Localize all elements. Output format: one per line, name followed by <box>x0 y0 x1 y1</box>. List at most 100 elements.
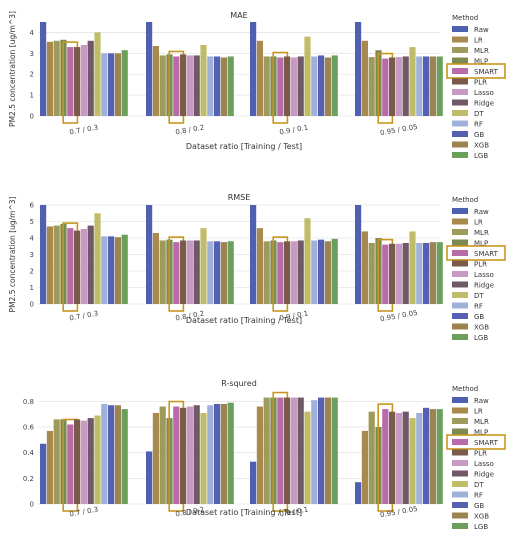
bar-plr-1 <box>74 419 81 504</box>
bar-plr-3 <box>284 397 291 504</box>
bar-xgb-1 <box>114 53 121 116</box>
x-tick-label: 0.7 / 0.3 <box>69 124 99 137</box>
x-tick-label: 0.7 / 0.3 <box>69 506 99 519</box>
bar-dt-2 <box>200 44 207 116</box>
legend-swatch-dt <box>452 110 468 116</box>
legend-swatch-xgb <box>452 512 468 519</box>
legend-swatch-lasso <box>452 460 468 466</box>
legend-label-xgb: XGB <box>474 324 489 332</box>
bar-lr-2 <box>152 233 159 304</box>
bar-mlr-3 <box>263 241 270 304</box>
legend-swatch-mlr <box>452 229 468 235</box>
bar-lgb-3 <box>331 238 338 304</box>
bar-smart-2 <box>173 406 180 504</box>
bar-lgb-4 <box>436 242 443 304</box>
legend-label-mlr: MLR <box>474 229 489 237</box>
bar-ridge-1 <box>87 40 94 116</box>
x-tick-label: 0.95 / 0.05 <box>379 123 418 137</box>
bar-ridge-4 <box>402 411 409 504</box>
legend-label-smart: SMART <box>474 439 499 447</box>
x-tick-label: 0.8 / 0.2 <box>175 124 205 137</box>
bar-gb-4 <box>423 56 430 116</box>
legend-swatch-raw <box>452 208 468 214</box>
bar-smart-4 <box>382 244 389 304</box>
legend-swatch-lr <box>452 36 468 43</box>
legend-swatch-plr <box>452 449 468 456</box>
bar-plr-2 <box>180 240 187 304</box>
legend-2: Method Raw LR MLR MLP SMART PLR Lasso Ridge DT RF G… <box>446 196 506 342</box>
legend-title: Method <box>452 14 478 22</box>
bar-lgb-2 <box>227 241 234 304</box>
bar-mlr-4 <box>368 57 375 116</box>
bar-plr-2 <box>180 407 187 504</box>
y-tick-label: 0 <box>30 113 34 121</box>
bar-rf-3 <box>311 240 318 304</box>
y-tick-label: 0.2 <box>23 475 34 483</box>
legend-swatch-smart <box>452 250 468 256</box>
legend-label-lr: LR <box>474 219 483 227</box>
y-tick-label: 0.6 <box>23 424 35 432</box>
legend-label-raw: Raw <box>474 397 489 405</box>
bar-raw-1 <box>40 22 47 116</box>
bar-dt-1 <box>94 213 101 304</box>
bar-lasso-2 <box>186 55 193 116</box>
legend-label-dt: DT <box>474 481 484 489</box>
y-tick-label: 5 <box>30 218 34 226</box>
legend-label-lr: LR <box>474 37 483 45</box>
legend-swatch-mlp <box>452 428 468 435</box>
bar-gb-2 <box>214 241 221 304</box>
bar-raw-4 <box>355 22 362 116</box>
bar-mlr-2 <box>159 406 166 504</box>
legend-label-mlp: MLP <box>474 58 488 66</box>
bar-smart-2 <box>173 242 180 304</box>
bar-gb-3 <box>318 55 325 116</box>
bar-lgb-2 <box>227 402 234 504</box>
bar-ridge-4 <box>402 242 409 304</box>
bar-lasso-3 <box>290 241 297 304</box>
bar-plr-4 <box>389 243 396 304</box>
bar-raw-4 <box>355 205 362 304</box>
legend-label-lasso: Lasso <box>474 271 494 279</box>
bar-smart-1 <box>67 47 74 116</box>
bar-gb-4 <box>423 407 430 504</box>
bar-lr-3 <box>256 406 263 504</box>
bar-rf-2 <box>207 405 214 504</box>
legend-swatch-ridge <box>452 99 468 106</box>
bar-lasso-2 <box>186 406 193 504</box>
legend-swatch-dt <box>452 481 468 487</box>
y-tick-label: 6 <box>30 202 35 210</box>
legend-label-rf: RF <box>474 121 483 129</box>
bar-smart-1 <box>67 424 74 504</box>
legend-highlight-box <box>446 245 506 261</box>
legend-swatch-xgb <box>452 141 468 148</box>
y-tick-label: 3 <box>30 251 34 259</box>
bar-rf-4 <box>416 56 423 116</box>
bar-ridge-4 <box>402 56 409 116</box>
bar-mlr-4 <box>368 411 375 504</box>
bar-xgb-3 <box>324 397 331 504</box>
legend-swatch-lr <box>452 218 468 225</box>
x-axis-label: Dataset ratio [Training / Test] <box>186 316 302 325</box>
bar-xgb-2 <box>220 242 227 304</box>
bar-lr-4 <box>361 231 368 304</box>
bar-smart-3 <box>277 57 284 116</box>
legend-swatch-mlp <box>452 57 468 64</box>
bar-raw-3 <box>250 22 257 116</box>
bar-plr-4 <box>389 411 396 504</box>
bar-ridge-3 <box>297 397 304 504</box>
bar-lasso-4 <box>395 412 402 504</box>
bar-mlr-2 <box>159 240 166 304</box>
bar-gb-1 <box>108 236 115 304</box>
bar-rf-1 <box>101 236 108 304</box>
bar-ridge-3 <box>297 240 304 304</box>
legend-swatch-mlp <box>452 239 468 246</box>
y-tick-label: 0.4 <box>23 449 35 457</box>
bar-plr-3 <box>284 241 291 304</box>
chart-panel-1: MAE 0 1 2 3 4 0.7 / 0.3 0.8 / 0.2 0.9 / 0.1 0.95 … <box>30 11 443 151</box>
legend-label-mlp: MLP <box>474 429 488 437</box>
y-tick-label: 2 <box>30 268 34 276</box>
legend-label-smart: SMART <box>474 250 499 258</box>
bar-gb-2 <box>214 403 221 504</box>
bar-lr-1 <box>46 41 53 116</box>
bar-xgb-3 <box>324 57 331 116</box>
